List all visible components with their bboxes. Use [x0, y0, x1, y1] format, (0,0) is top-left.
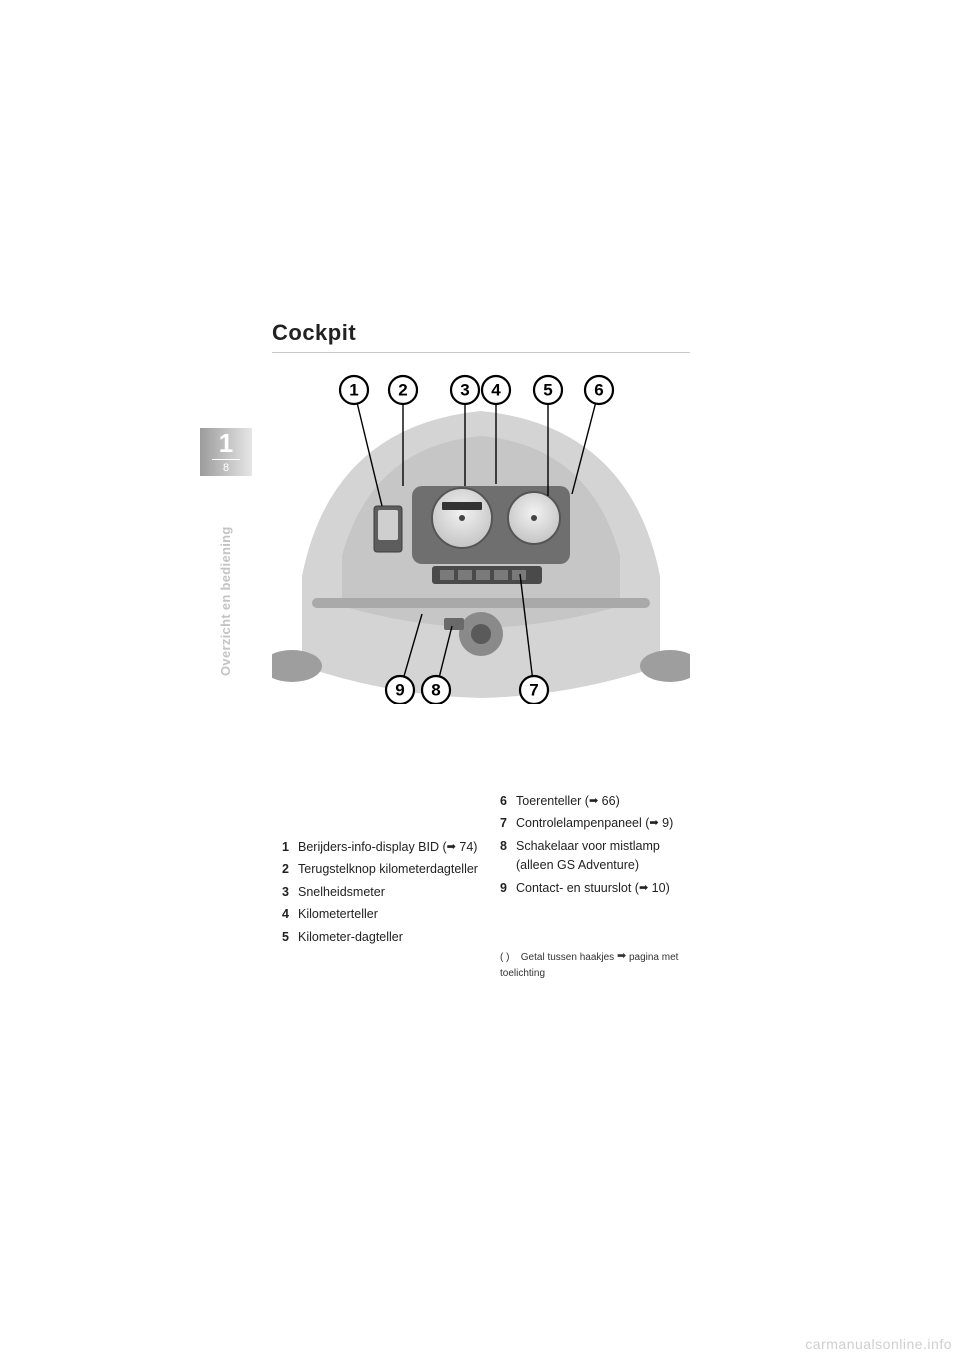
legend-num: 8: [500, 837, 516, 876]
footnote-pre: Getal tussen haakjes: [521, 952, 617, 963]
callout-6: 6: [585, 376, 613, 404]
legend-text: Kilometer-dagteller: [298, 928, 482, 947]
chapter-divider: [212, 459, 240, 460]
legend-item-4: 4Kilometerteller: [282, 905, 482, 924]
legend-item-2: 2Terugstelknop kilometerdagteller: [282, 860, 482, 879]
svg-text:8: 8: [431, 681, 440, 700]
callout-2: 2: [389, 376, 417, 404]
callout-7: 7: [520, 676, 548, 704]
arrow-icon: ➡: [447, 841, 456, 853]
legend-item-8: 8Schakelaar voor mistlamp (alleen GS Adv…: [500, 837, 700, 876]
svg-text:9: 9: [395, 681, 404, 700]
watermark: carmanualsonline.info: [805, 1336, 952, 1352]
legend-right: 6Toerenteller (➡ 66)7Controlelampenpanee…: [500, 792, 700, 901]
legend-text: Schakelaar voor mistlamp (alleen GS Adve…: [516, 837, 700, 876]
callout-5: 5: [534, 376, 562, 404]
legend-text: Terugstelknop kilometerdagteller: [298, 860, 482, 879]
svg-text:5: 5: [543, 381, 552, 400]
svg-text:7: 7: [529, 681, 538, 700]
svg-text:2: 2: [398, 381, 407, 400]
chapter-page: 8: [223, 462, 229, 474]
footnote-paren: ( ): [500, 950, 518, 966]
callout-3: 3: [451, 376, 479, 404]
legend-num: 3: [282, 883, 298, 902]
legend-item-9: 9Contact- en stuurslot (➡ 10): [500, 879, 700, 898]
callout-4: 4: [482, 376, 510, 404]
legend-num: 7: [500, 814, 516, 833]
legend-text: Contact- en stuurslot (➡ 10): [516, 879, 700, 898]
arrow-icon: ➡: [589, 795, 598, 807]
legend-num: 2: [282, 860, 298, 879]
callout-8: 8: [422, 676, 450, 704]
legend-text: Kilometerteller: [298, 905, 482, 924]
footnote: ( ) Getal tussen haakjes ➡ pagina met to…: [500, 948, 710, 982]
legend-item-6: 6Toerenteller (➡ 66): [500, 792, 700, 811]
legend-num: 5: [282, 928, 298, 947]
svg-text:4: 4: [491, 381, 501, 400]
callout-1: 1: [340, 376, 368, 404]
svg-text:3: 3: [460, 381, 469, 400]
arrow-icon: ➡: [617, 950, 626, 962]
legend-num: 9: [500, 879, 516, 898]
cockpit-figure: 1 2 3 4 5 6 9 8 7: [272, 366, 690, 704]
arrow-icon: ➡: [649, 817, 658, 829]
svg-text:6: 6: [594, 381, 603, 400]
legend-text: Snelheidsmeter: [298, 883, 482, 902]
callout-9: 9: [386, 676, 414, 704]
title-rule: [272, 352, 690, 353]
legend-text: Berijders-info-display BID (➡ 74): [298, 838, 482, 857]
legend-text: Toerenteller (➡ 66): [516, 792, 700, 811]
legend-text: Controlelampenpaneel (➡ 9): [516, 814, 700, 833]
legend-item-5: 5Kilometer-dagteller: [282, 928, 482, 947]
chapter-tab: 1 8: [200, 428, 252, 476]
legend-num: 4: [282, 905, 298, 924]
legend-item-1: 1Berijders-info-display BID (➡ 74): [282, 838, 482, 857]
chapter-number: 1: [219, 430, 233, 456]
legend-num: 1: [282, 838, 298, 857]
legend-item-7: 7Controlelampenpaneel (➡ 9): [500, 814, 700, 833]
section-label: Overzicht en bediening: [218, 526, 233, 676]
legend-num: 6: [500, 792, 516, 811]
legend-item-3: 3Snelheidsmeter: [282, 883, 482, 902]
page-title: Cockpit: [272, 320, 356, 346]
arrow-icon: ➡: [639, 882, 648, 894]
svg-text:1: 1: [349, 381, 358, 400]
legend-left: 1Berijders-info-display BID (➡ 74)2Terug…: [282, 838, 482, 950]
